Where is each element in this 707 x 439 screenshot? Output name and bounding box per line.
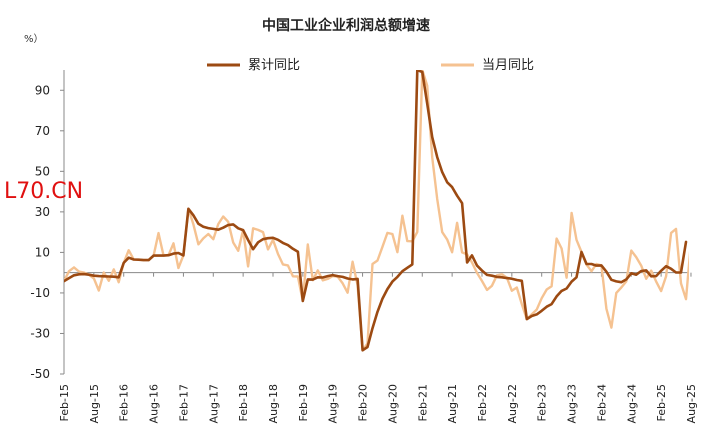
plot-area bbox=[64, 70, 689, 352]
x-tick-label: Feb-22 bbox=[476, 384, 489, 421]
x-tick-label: Aug-24 bbox=[625, 384, 638, 423]
series-line-cumulative bbox=[64, 70, 688, 352]
x-tick-label: Feb-20 bbox=[357, 384, 370, 421]
legend: 累计同比 当月同比 bbox=[207, 58, 534, 73]
x-tick-label: Feb-19 bbox=[297, 384, 310, 421]
x-tick-label: Aug-18 bbox=[267, 384, 280, 423]
x-tick-label: Aug-16 bbox=[148, 384, 161, 423]
x-tick-label: Feb-23 bbox=[536, 384, 549, 421]
y-tick-label: 70 bbox=[35, 124, 50, 138]
x-tick-label: Feb-18 bbox=[237, 384, 250, 421]
watermark-text: L70.CN bbox=[4, 179, 83, 204]
chart-title: 中国工业企业利润总额增速 bbox=[262, 17, 430, 34]
legend-label-monthly: 当月同比 bbox=[482, 58, 534, 73]
y-tick-label: 90 bbox=[35, 83, 50, 97]
x-tick-label: Aug-21 bbox=[446, 384, 459, 423]
x-tick-label: Aug-20 bbox=[386, 384, 399, 423]
x-tick-label: Feb-15 bbox=[58, 384, 71, 421]
axes bbox=[63, 70, 689, 374]
unit-label: %） bbox=[24, 33, 44, 45]
legend-label-cumulative: 累计同比 bbox=[248, 58, 300, 73]
y-tick-label: 10 bbox=[35, 245, 50, 259]
y-tick-label: -30 bbox=[30, 326, 50, 340]
x-tick-label: Aug-19 bbox=[327, 384, 340, 423]
x-tick-label: Feb-25 bbox=[655, 384, 668, 421]
y-tick-label: 50 bbox=[35, 164, 50, 178]
x-tick-label: Feb-24 bbox=[595, 384, 608, 421]
x-ticks: Feb-15 Aug-15 Feb-16 Aug-16 Feb-17 Aug-17 Feb-… bbox=[58, 272, 698, 423]
x-tick-label: Aug-23 bbox=[566, 384, 579, 423]
x-tick-label: Aug-22 bbox=[506, 384, 519, 423]
x-tick-label: Aug-15 bbox=[88, 384, 101, 423]
y-tick-label: 30 bbox=[35, 205, 50, 219]
x-tick-label: Feb-21 bbox=[416, 384, 429, 421]
x-tick-label: Aug-25 bbox=[685, 384, 698, 423]
x-tick-label: Feb-16 bbox=[118, 384, 131, 421]
y-tick-label: -10 bbox=[30, 286, 50, 300]
y-ticks: -50 -30 -10 10 30 50 70 90 bbox=[30, 83, 64, 381]
x-tick-label: Feb-17 bbox=[177, 384, 190, 421]
y-tick-label: -50 bbox=[30, 367, 50, 381]
x-tick-label: Aug-17 bbox=[207, 384, 220, 423]
